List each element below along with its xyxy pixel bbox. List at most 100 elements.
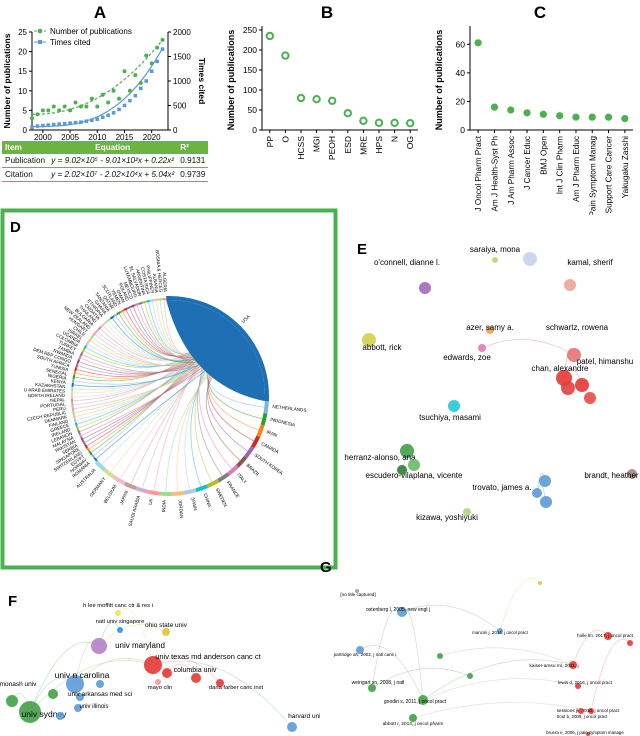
chord-label: SENEGAL bbox=[46, 367, 69, 376]
x-tick-label: J Am Pharm Assoc bbox=[507, 136, 516, 205]
chord-label: PORTUGAL bbox=[40, 401, 66, 408]
chord-label: PHILIPPINES bbox=[145, 265, 155, 294]
network-node-label: univ illinois bbox=[79, 704, 108, 710]
x-tick-label: Int J Clin Pharm bbox=[556, 136, 565, 194]
chord-label: DENMARK bbox=[44, 414, 68, 424]
y-tick-label: 20 bbox=[456, 96, 466, 106]
chord-arc bbox=[78, 355, 82, 361]
citation-point bbox=[46, 123, 51, 127]
data-point bbox=[343, 109, 353, 118]
network-node bbox=[539, 475, 551, 487]
citation-point bbox=[128, 98, 132, 103]
network-node-label: holle lm, 2017, j oncol pract bbox=[577, 633, 634, 638]
x-tick-label: ESD bbox=[343, 136, 353, 153]
chord-label: CZECH REPUBLIC bbox=[26, 410, 67, 422]
y-axis-label: Number of publications bbox=[434, 30, 444, 131]
chord-label: IRAN bbox=[266, 429, 278, 438]
chord-arc bbox=[87, 338, 92, 343]
network-node-label: univ n carolina bbox=[55, 670, 110, 680]
network-node-label: mancini j, 2014, j oncol pract bbox=[472, 630, 528, 635]
chord-arc bbox=[109, 315, 115, 320]
chord-label: GREECE bbox=[50, 423, 70, 433]
network-node bbox=[588, 708, 594, 714]
network-node bbox=[48, 689, 58, 699]
chord-arc bbox=[159, 491, 172, 496]
y-tick-label: 0 bbox=[252, 125, 257, 135]
chord-arc bbox=[70, 394, 74, 399]
network-node bbox=[66, 675, 84, 693]
network-node bbox=[467, 673, 473, 679]
publication-point bbox=[138, 80, 143, 85]
chord-arc bbox=[103, 320, 108, 325]
chord-label: NEPAL bbox=[50, 397, 65, 403]
citation-point bbox=[95, 117, 100, 122]
network-link bbox=[29, 660, 154, 713]
network-node bbox=[356, 646, 364, 654]
network-node-label: univ maryland bbox=[115, 641, 165, 650]
chord-label: TUNISIA bbox=[50, 363, 70, 372]
publication-point bbox=[35, 112, 40, 117]
network-node bbox=[486, 326, 494, 334]
network-node bbox=[74, 704, 82, 712]
citation-point bbox=[149, 69, 154, 73]
citation-point bbox=[35, 124, 40, 128]
table-cell-equation: y = 2.02×10⁷ - 2.02×10⁴x + 5.04x² bbox=[48, 167, 178, 182]
network-node bbox=[408, 459, 420, 471]
chart-d: D USANETHERLANDSINDONESIAIRANCANADASOUTH… bbox=[0, 208, 338, 570]
chord-arc bbox=[71, 378, 75, 383]
network-node bbox=[569, 661, 577, 669]
chart-a: A 0 5 10 15 20 25 0 500 1000 1500 2000 2000 2005 2010… bbox=[2, 3, 207, 140]
publication-point bbox=[106, 100, 111, 105]
chord-arc bbox=[260, 412, 268, 426]
chord-arc bbox=[71, 382, 74, 387]
y-tick-label: 100 bbox=[243, 85, 257, 95]
publication-fit-line bbox=[31, 39, 164, 115]
table-cell-r2: 0.9739 bbox=[177, 167, 209, 182]
network-link bbox=[412, 702, 592, 719]
table-cell-r2: 0.9131 bbox=[177, 154, 209, 168]
panel-letter-f: F bbox=[8, 593, 17, 610]
network-node bbox=[19, 701, 41, 723]
chord-arc bbox=[71, 406, 75, 411]
network-node bbox=[91, 638, 107, 654]
publication-point bbox=[68, 108, 73, 113]
chord-arc bbox=[183, 488, 197, 495]
chart-f: F h lee moffitt canc ctr & res i natl uni… bbox=[0, 593, 320, 732]
data-point bbox=[490, 103, 499, 111]
chord-arc bbox=[162, 298, 167, 301]
network-node bbox=[76, 693, 84, 701]
chord-arc bbox=[85, 341, 90, 346]
chord-arc bbox=[72, 414, 76, 419]
network-node-label: escudero-vilaplana, vicente bbox=[366, 471, 463, 480]
network-node-label: columbia univ bbox=[174, 667, 217, 674]
chord-arc bbox=[154, 298, 159, 302]
network-node-label: univ sydney bbox=[22, 709, 68, 719]
network-node bbox=[397, 607, 407, 617]
x-tick-label: PP bbox=[265, 136, 275, 148]
data-point bbox=[523, 109, 531, 117]
x-tick-label: J Cancer Educ bbox=[523, 136, 532, 190]
chord-arc bbox=[256, 424, 265, 438]
chord-arc bbox=[113, 313, 118, 318]
chord-arc bbox=[94, 460, 107, 472]
x-tick-label: OG bbox=[405, 136, 415, 149]
x-tick-label: HCSS bbox=[296, 136, 306, 160]
network-node-label: edwards, zoe bbox=[443, 353, 491, 362]
data-point bbox=[296, 93, 306, 103]
chart-g: G [no title captured] ostenberg l, 2005, … bbox=[320, 559, 634, 736]
network-node-label: lewis d, 2016, j oncol pract bbox=[558, 680, 613, 685]
panel-letter-a: A bbox=[94, 3, 106, 22]
network-node-label: kamal, sherif bbox=[567, 258, 613, 267]
publication-point bbox=[89, 96, 94, 101]
network-link bbox=[590, 639, 631, 712]
network-node bbox=[216, 679, 224, 687]
chord-arc bbox=[88, 450, 93, 456]
network-node bbox=[191, 673, 201, 683]
chord-arc bbox=[263, 401, 269, 414]
y-tick-label: 20 bbox=[18, 48, 27, 57]
chord-label: NIGERIA bbox=[47, 373, 67, 381]
network-node-label: h lee moffitt canc ctr & res i bbox=[83, 603, 153, 609]
chord-arc bbox=[113, 475, 126, 486]
citation-point bbox=[79, 120, 83, 124]
chord-arc bbox=[135, 486, 149, 494]
